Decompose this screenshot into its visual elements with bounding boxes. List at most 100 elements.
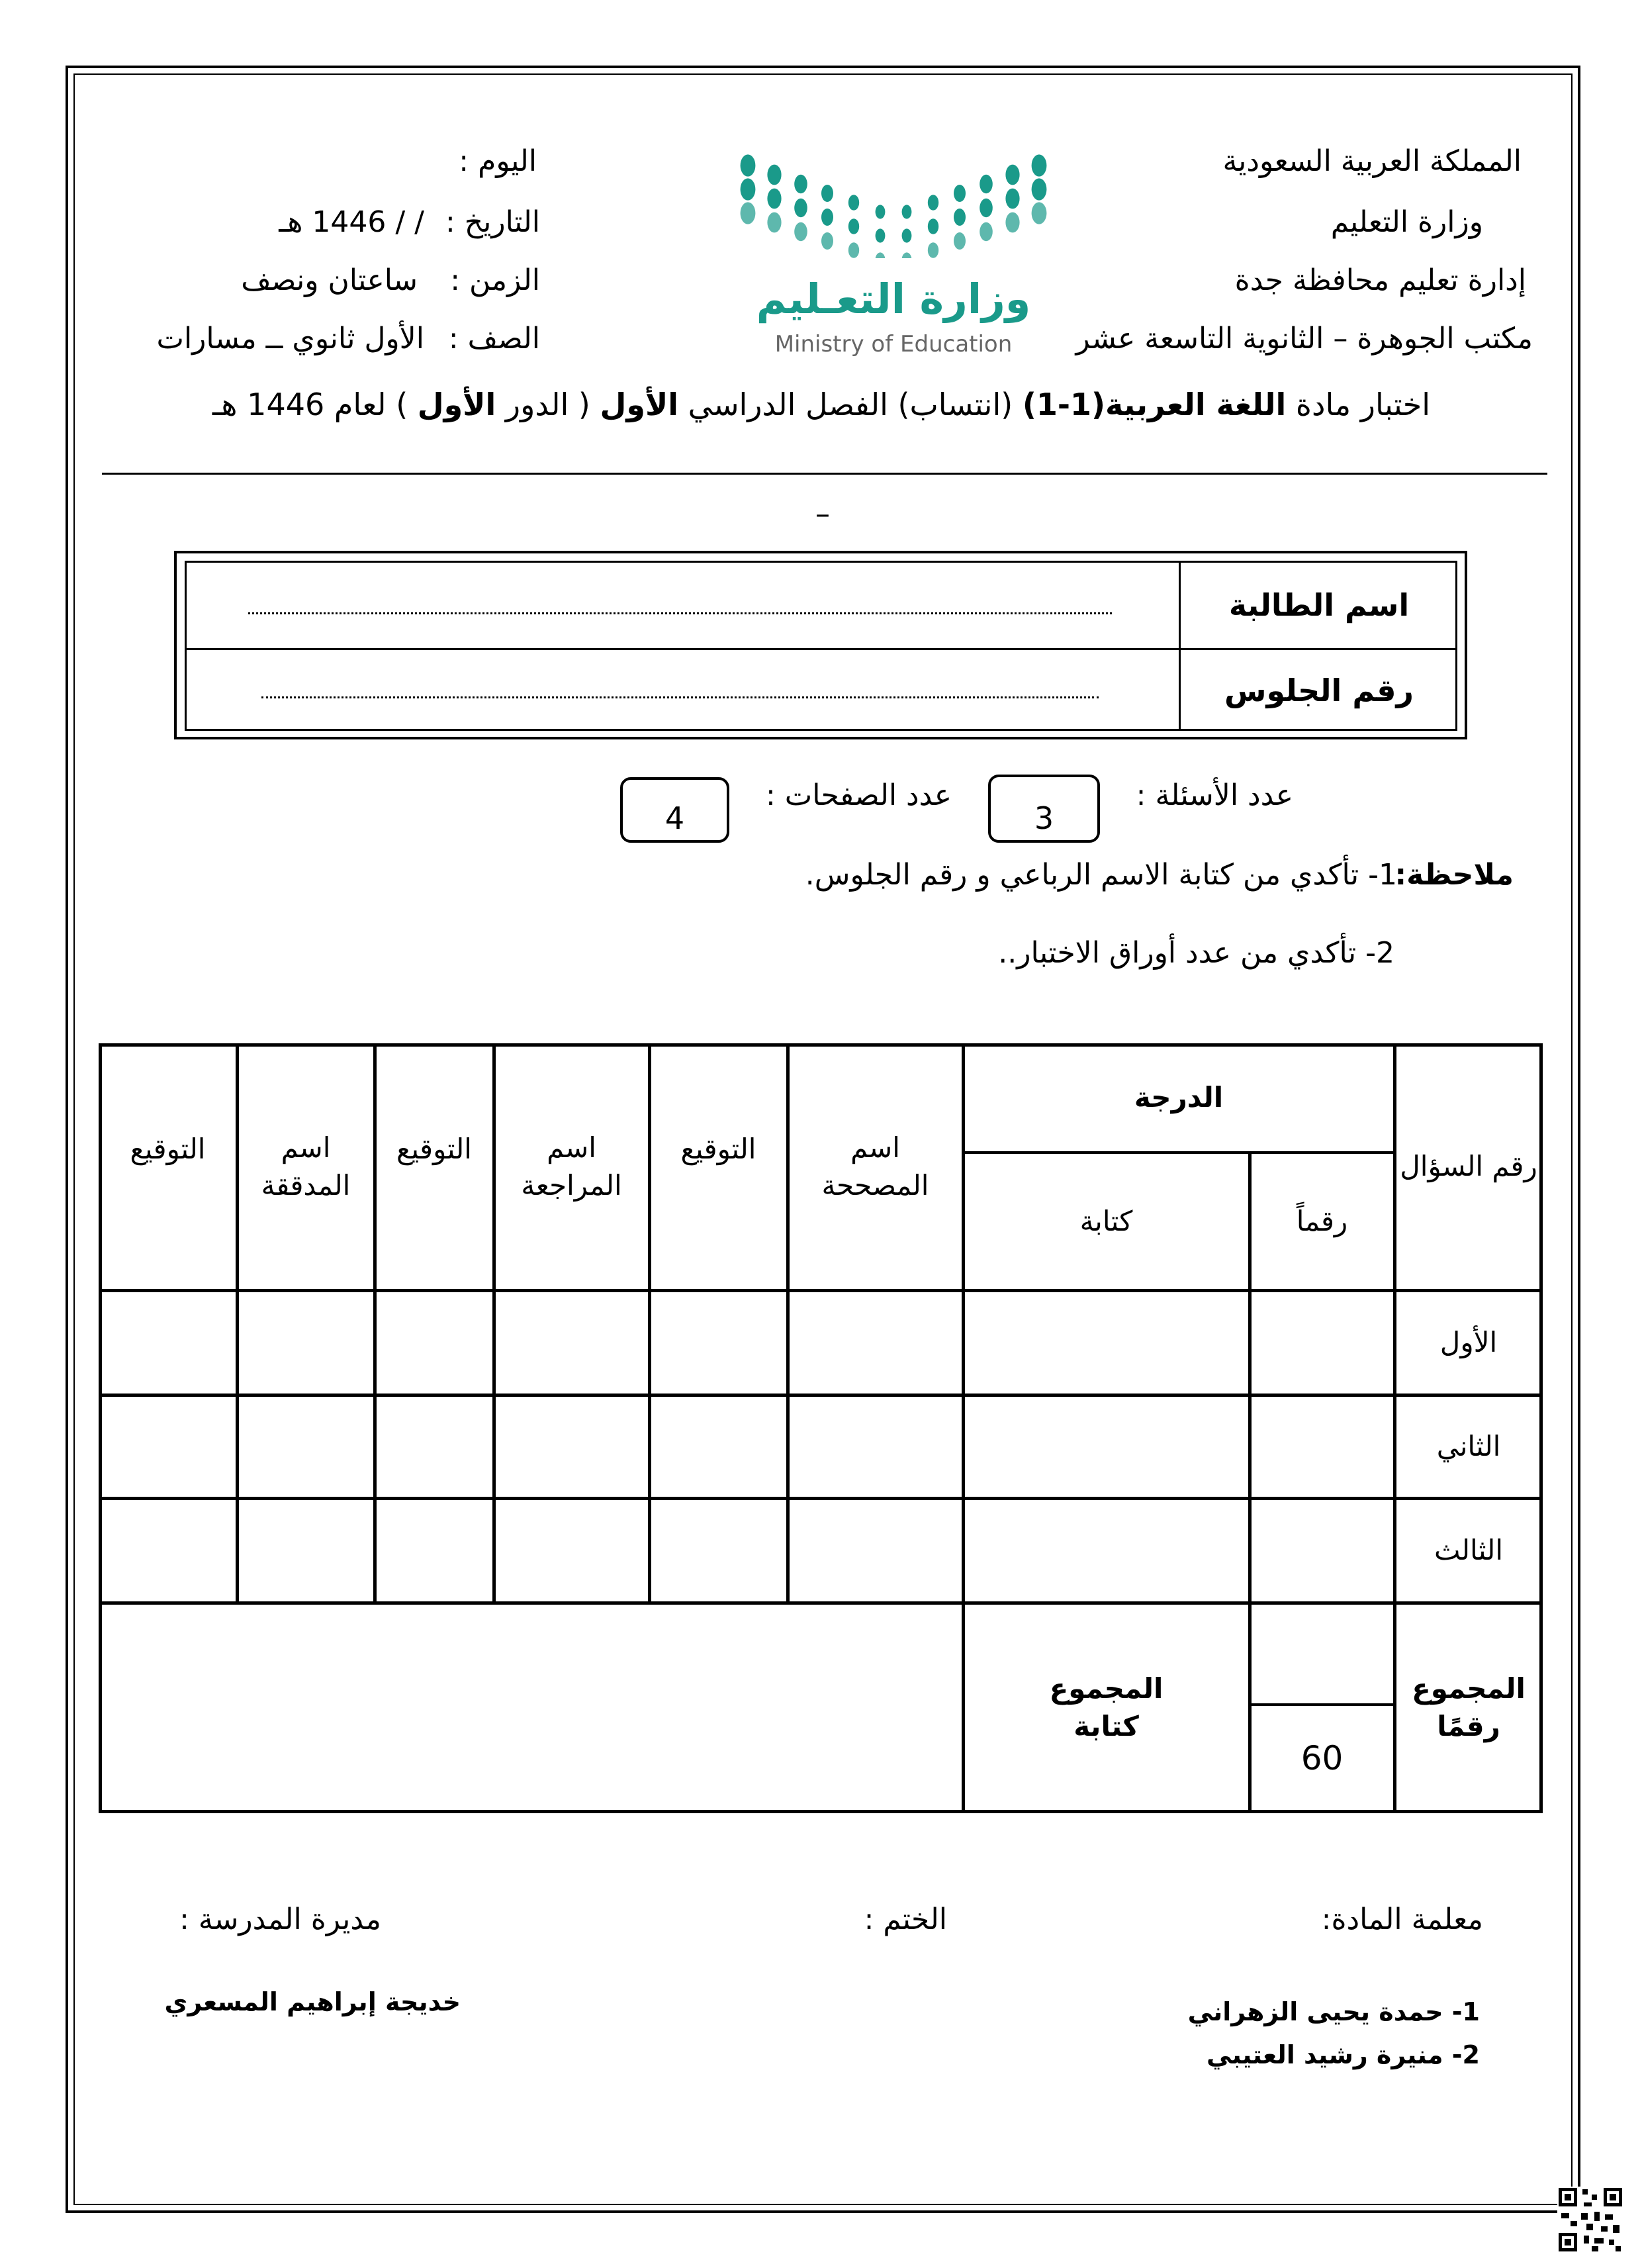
stamp-label: الختم : xyxy=(864,1903,947,1936)
logo-dot xyxy=(848,242,860,258)
teacher-name-1: 1- حمدة يحيى الزهراني xyxy=(1187,1997,1480,2026)
total-digits-value: 60 xyxy=(1300,1739,1344,1778)
principal-name: خديجة إبراهيم المسعري xyxy=(164,1987,461,2016)
seat-number-field[interactable] xyxy=(261,696,1099,698)
title-part: اختبار مادة xyxy=(1286,387,1430,422)
table-col-line xyxy=(1393,1043,1396,1813)
row-label-first: الأول xyxy=(1439,1325,1498,1358)
exam-title: اختبار مادة اللغة العربية(1-1) (انتساب) … xyxy=(212,389,1430,420)
qr-code-icon xyxy=(1557,2187,1623,2253)
header-office: مكتب الجوهرة – الثانوية التاسعة عشر xyxy=(1075,322,1533,355)
notes-label: ملاحظة: xyxy=(1394,858,1514,892)
logo-dot xyxy=(740,202,756,224)
table-row-line xyxy=(99,1289,1543,1292)
logo-dot xyxy=(821,209,833,226)
header-signature-1: التوقيع xyxy=(680,1132,756,1165)
table-col-line xyxy=(1248,1153,1252,1603)
logo-dot xyxy=(848,195,860,211)
row-label-second: الثاني xyxy=(1436,1429,1501,1462)
header-divider xyxy=(102,473,1547,475)
time-label: الزمن : xyxy=(450,263,540,297)
logo-dot xyxy=(901,228,912,243)
row-divider xyxy=(185,648,1457,650)
page-border-inner xyxy=(73,73,1573,2205)
logo-dot xyxy=(1005,212,1020,233)
questions-count-label: عدد الأسئلة : xyxy=(1136,779,1293,812)
table-col-line xyxy=(786,1043,790,1603)
logo-dot xyxy=(875,228,886,243)
title-subject: اللغة العربية(1-1) xyxy=(1022,387,1287,422)
logo-dot xyxy=(740,154,756,177)
note-item-2: 2- تأكدي من عدد أوراق الاختبار.. xyxy=(998,936,1394,970)
logo-dot xyxy=(980,222,993,242)
seat-number-label: رقم الجلوس xyxy=(1224,672,1414,708)
questions-count-box: 3 xyxy=(988,775,1100,843)
title-round: الأول xyxy=(417,387,496,422)
logo-dot xyxy=(1005,188,1020,209)
pages-count-label: عدد الصفحات : xyxy=(765,779,952,812)
header-signature-2: التوقيع xyxy=(396,1132,472,1165)
time-value: ساعتان ونصف xyxy=(241,263,418,297)
table-row-line xyxy=(963,1151,1394,1154)
logo-dot xyxy=(794,222,807,242)
logo-dot xyxy=(954,185,966,202)
header-directorate: إدارة تعليم محافظة جدة xyxy=(1234,263,1526,297)
title-semester: الأول xyxy=(600,387,679,422)
grade-label: الصف : xyxy=(448,322,540,355)
title-part: ( الدور xyxy=(496,387,600,422)
logo-dot xyxy=(980,174,993,194)
header-words: كتابة xyxy=(1079,1204,1133,1237)
logo-dot xyxy=(767,164,782,185)
date-value: / / 1446 هـ xyxy=(279,205,424,239)
teacher-name-2: 2- منيرة رشيد العتيبي xyxy=(1207,2040,1480,2069)
table-row-line xyxy=(99,1497,1543,1500)
logo-dot xyxy=(927,218,939,234)
logo-dot xyxy=(927,242,939,258)
student-name-field[interactable] xyxy=(248,612,1112,614)
header-kingdom: المملكة العربية السعودية xyxy=(1222,144,1522,178)
logo-dot xyxy=(901,252,912,258)
logo-dot xyxy=(767,212,782,233)
dash-mark: – xyxy=(815,497,830,531)
header-question-number: رقم السؤال xyxy=(1400,1150,1537,1183)
logo-arabic: وزارة التعـليم xyxy=(756,275,1031,323)
principal-label: مديرة المدرسة : xyxy=(179,1903,381,1936)
table-row-line xyxy=(99,1601,1543,1605)
logo-english: Ministry of Education xyxy=(774,331,1013,357)
table-row-line xyxy=(1250,1703,1394,1706)
header-signature-3: التوقيع xyxy=(130,1132,206,1165)
table-col-line xyxy=(236,1043,239,1603)
logo-dot xyxy=(1031,178,1047,201)
grades-table xyxy=(99,1043,1543,1813)
logo-dot xyxy=(740,178,756,201)
student-name-label: اسم الطالبة xyxy=(1228,587,1410,624)
title-part: ) لعام 1446 هـ xyxy=(212,387,418,422)
note-item-1: 1- تأكدي من كتابة الاسم الرباعي و رقم ال… xyxy=(805,858,1397,892)
logo-dot xyxy=(794,174,807,194)
logo-dots-icon xyxy=(740,154,1047,258)
logo-dot xyxy=(875,252,886,258)
logo-dot xyxy=(901,205,912,219)
teacher-label: معلمة المادة: xyxy=(1321,1903,1483,1936)
student-info-table xyxy=(174,551,1467,739)
logo-dot xyxy=(794,198,807,218)
table-col-line xyxy=(373,1043,377,1603)
header-auditor-name: اسم المدققة xyxy=(261,1131,351,1202)
logo-dot xyxy=(821,232,833,250)
logo-dot xyxy=(954,209,966,226)
header-ministry: وزارة التعليم xyxy=(1330,205,1483,239)
page-border-outer xyxy=(66,66,1580,2213)
total-digits-label: المجموع رقمًا xyxy=(1412,1672,1526,1742)
title-part: (انتساب) الفصل الدراسي xyxy=(678,387,1023,422)
header-grade: الدرجة xyxy=(1134,1081,1224,1114)
header-digits: رقماً xyxy=(1296,1204,1348,1237)
logo-dot xyxy=(927,195,939,211)
ministry-logo: وزارة التعـليم Ministry of Education xyxy=(715,152,1072,357)
logo-dot xyxy=(954,232,966,250)
student-info-inner xyxy=(185,561,1457,731)
logo-dot xyxy=(848,218,860,234)
col-divider xyxy=(1179,561,1181,731)
grade-value: الأول ثانوي ــ مسارات xyxy=(156,322,424,355)
table-col-line xyxy=(648,1043,651,1603)
logo-dot xyxy=(980,198,993,218)
